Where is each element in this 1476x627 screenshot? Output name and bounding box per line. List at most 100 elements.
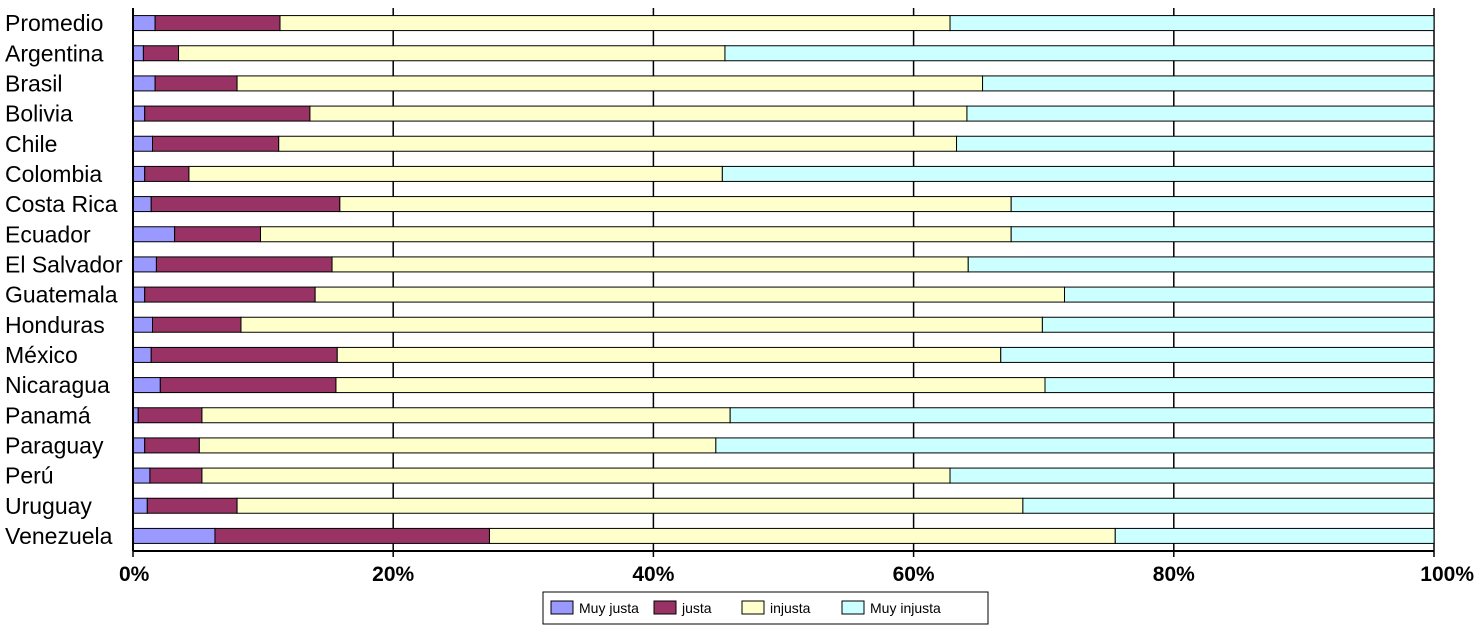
bar-segment	[201, 407, 731, 424]
bar-segment	[309, 105, 968, 122]
legend-swatch	[741, 600, 765, 615]
bar-segment	[1022, 497, 1435, 514]
category-label: Guatemala	[5, 282, 118, 308]
x-tick-label: 40%	[632, 563, 674, 586]
category-label: Bolivia	[5, 101, 73, 127]
bar-segment	[949, 15, 1435, 32]
bar-segment	[967, 256, 1435, 273]
bar-segment	[150, 346, 338, 363]
bar-segment	[132, 437, 146, 454]
category-label: Brasil	[5, 70, 63, 96]
bar-segment	[198, 437, 717, 454]
bar-segment	[721, 165, 1435, 182]
x-tick-label: 80%	[1153, 563, 1195, 586]
bar-segment	[132, 286, 146, 303]
bar-segment	[240, 316, 1043, 333]
bar-segment	[236, 75, 984, 92]
bar-segment	[1010, 196, 1435, 213]
bar-segment	[715, 437, 1435, 454]
legend-box	[542, 591, 989, 625]
bar-segment	[488, 527, 1116, 544]
bar-segment	[174, 226, 261, 243]
bar-segment	[144, 437, 200, 454]
bar-segment	[155, 256, 333, 273]
bar-segment	[335, 377, 1046, 394]
bar-segment	[132, 15, 156, 32]
bar-segment	[132, 527, 216, 544]
bar-segment	[132, 497, 148, 514]
bar-segment	[132, 467, 151, 484]
bar-segment	[132, 377, 161, 394]
bar-segment	[132, 196, 152, 213]
bar-segment	[132, 316, 154, 333]
x-tick-label: 20%	[372, 563, 414, 586]
bar-segment	[336, 346, 1002, 363]
bar-segment	[314, 286, 1066, 303]
bar-segment	[201, 467, 951, 484]
bar-segment	[956, 135, 1435, 152]
bar-segment	[132, 135, 154, 152]
x-tick-label: 0%	[119, 563, 150, 586]
bar-segment	[132, 165, 146, 182]
category-label: El Salvador	[5, 251, 123, 277]
category-label: Venezuela	[5, 523, 113, 549]
bar-segment	[149, 467, 203, 484]
x-tick-label: 100%	[1420, 563, 1474, 586]
bar-segment	[132, 256, 157, 273]
category-label: México	[5, 342, 78, 368]
bar-segment	[949, 467, 1435, 484]
bar-segment	[339, 196, 1012, 213]
bar-segment	[144, 105, 311, 122]
bar-segment	[146, 497, 238, 514]
bar-segment	[132, 45, 144, 62]
bar-segment	[137, 407, 203, 424]
legend: Muy justa justa injusta Muy injusta	[542, 591, 989, 625]
category-label: Colombia	[5, 161, 102, 187]
category-label: Ecuador	[5, 221, 91, 247]
legend-swatch	[653, 600, 677, 615]
bar-segment	[279, 15, 951, 32]
bar-segment	[1010, 226, 1435, 243]
legend-swatch	[841, 600, 865, 615]
x-tick-label: 60%	[893, 563, 935, 586]
bar-segment	[278, 135, 958, 152]
bar-segment	[1064, 286, 1435, 303]
category-label: Argentina	[5, 40, 104, 66]
bar-segment	[259, 226, 1012, 243]
category-label: Nicaragua	[5, 372, 110, 398]
bar-segment	[724, 45, 1435, 62]
legend-label: justa	[681, 600, 712, 616]
bar-segment	[132, 346, 152, 363]
bar-segment	[154, 15, 281, 32]
bar-segment	[1000, 346, 1435, 363]
bar-segment	[132, 75, 156, 92]
bar-segment	[236, 497, 1024, 514]
bars	[132, 15, 1435, 544]
category-label: Uruguay	[5, 493, 92, 519]
bar-segment	[144, 165, 190, 182]
bar-segment	[142, 45, 180, 62]
legend-label: Muy justa	[579, 600, 639, 616]
legend-label: Muy injusta	[870, 600, 941, 616]
category-label: Panamá	[5, 402, 91, 428]
bar-segment	[1044, 377, 1435, 394]
legend-label: injusta	[770, 600, 811, 616]
bar-segment	[154, 75, 238, 92]
bar-segment	[331, 256, 969, 273]
bar-segment	[1114, 527, 1435, 544]
bar-segment	[214, 527, 490, 544]
bar-segment	[132, 226, 176, 243]
category-label: Costa Rica	[5, 191, 118, 217]
bar-segment	[178, 45, 726, 62]
bar-segment	[729, 407, 1435, 424]
category-label: Honduras	[5, 312, 105, 338]
category-labels: Promedio Argentina Brasil Bolivia Chile Colom…	[5, 10, 123, 549]
category-label: Chile	[5, 131, 57, 157]
bar-segment	[150, 196, 341, 213]
bar-segment	[1041, 316, 1435, 333]
bar-segment	[159, 377, 337, 394]
category-label: Perú	[5, 463, 54, 489]
legend-swatch	[550, 600, 574, 615]
bar-segment	[982, 75, 1435, 92]
